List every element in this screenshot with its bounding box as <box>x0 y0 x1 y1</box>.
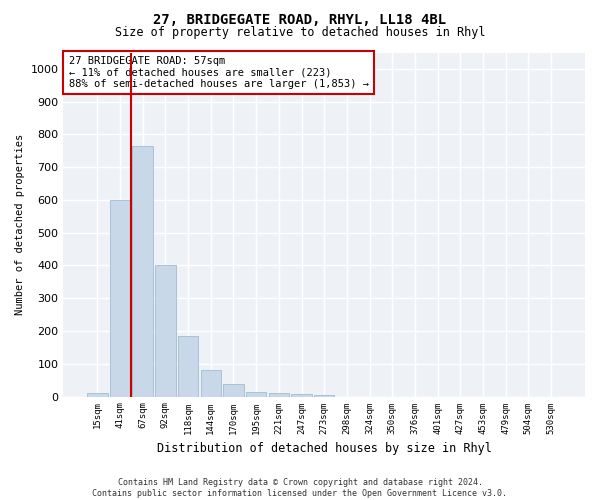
Bar <box>292 394 312 396</box>
Y-axis label: Number of detached properties: Number of detached properties <box>15 134 25 315</box>
Bar <box>314 395 334 396</box>
Bar <box>223 384 244 396</box>
Text: Contains HM Land Registry data © Crown copyright and database right 2024.
Contai: Contains HM Land Registry data © Crown c… <box>92 478 508 498</box>
Text: 27 BRIDGEGATE ROAD: 57sqm
← 11% of detached houses are smaller (223)
88% of semi: 27 BRIDGEGATE ROAD: 57sqm ← 11% of detac… <box>68 56 368 89</box>
Bar <box>133 146 153 397</box>
X-axis label: Distribution of detached houses by size in Rhyl: Distribution of detached houses by size … <box>157 442 491 455</box>
Bar <box>269 392 289 396</box>
Bar <box>110 200 130 396</box>
Text: 27, BRIDGEGATE ROAD, RHYL, LL18 4BL: 27, BRIDGEGATE ROAD, RHYL, LL18 4BL <box>154 12 446 26</box>
Bar <box>155 266 176 396</box>
Text: Size of property relative to detached houses in Rhyl: Size of property relative to detached ho… <box>115 26 485 39</box>
Bar <box>87 394 107 396</box>
Bar <box>246 392 266 396</box>
Bar <box>200 370 221 396</box>
Bar <box>178 336 198 396</box>
